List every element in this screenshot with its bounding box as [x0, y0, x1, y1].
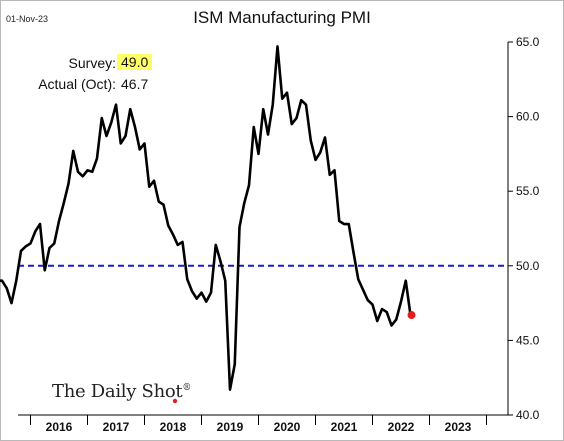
- plot-area: [0, 45, 508, 391]
- y-tick-label: 40.0: [516, 408, 540, 422]
- y-axis: 40.0 45.0 50.0 55.0 60.0 65.0: [507, 35, 540, 422]
- y-tick-label: 60.0: [516, 110, 540, 124]
- daily-shot-logo: The Daily Shot®: [52, 381, 192, 404]
- y-tick-label: 55.0: [516, 184, 540, 198]
- actual-value: 46.7: [121, 76, 149, 92]
- x-tick-label: 2019: [217, 420, 244, 434]
- logo-dot: [172, 398, 178, 404]
- y-tick-label: 65.0: [516, 35, 540, 49]
- chart-title: ISM Manufacturing PMI: [193, 8, 371, 27]
- x-tick-label: 2016: [46, 420, 73, 434]
- survey-label: Survey:: [68, 55, 116, 71]
- x-tick-label: 2023: [445, 420, 472, 434]
- logo-text: The Daily Shot: [52, 381, 183, 402]
- x-axis: 2016 2017 2018 2019 2020 2021 2022 2023: [18, 414, 508, 434]
- survey-value-highlight: 49.0: [117, 54, 153, 70]
- actual-label: Actual (Oct):: [38, 76, 116, 92]
- date-stamp: 01-Nov-23: [6, 14, 49, 24]
- x-tick-label: 2022: [388, 420, 415, 434]
- logo-mark: ®: [182, 383, 192, 393]
- survey-annotation: Survey:: [0, 55, 118, 71]
- y-tick-label: 45.0: [516, 333, 540, 347]
- last-point-marker: [407, 311, 416, 320]
- actual-annotation: Actual (Oct): 46.7: [0, 76, 160, 92]
- pmi-series-line: [0, 45, 412, 391]
- x-tick-label: 2017: [103, 420, 130, 434]
- x-tick-label: 2021: [331, 420, 358, 434]
- x-tick-label: 2020: [274, 420, 301, 434]
- x-tick-label: 2018: [160, 420, 187, 434]
- y-tick-label: 50.0: [516, 259, 540, 273]
